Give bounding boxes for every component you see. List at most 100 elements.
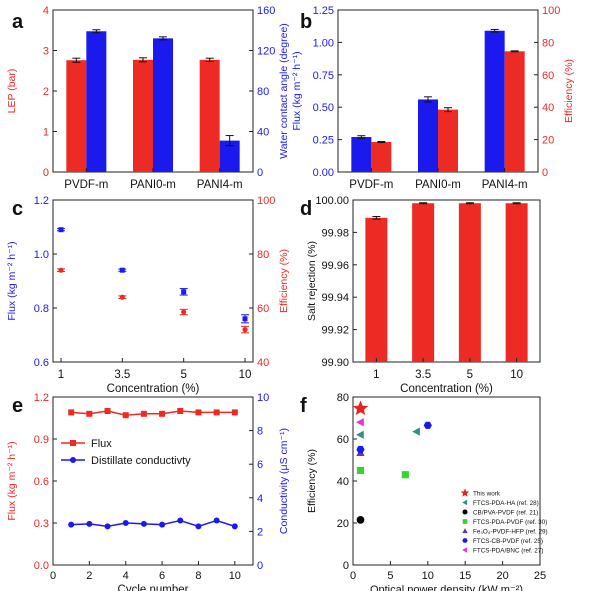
y-tick-label: 0.3 [34,518,49,530]
x-tick-label: PVDF-m [64,179,108,191]
data-point [356,418,364,427]
y2-tick-label: 6 [257,459,263,471]
legend-label: FTCS-PDA/BNC (ref. 27) [473,548,543,555]
y2-tick-label: 2 [257,526,263,538]
x-tick-label: 0 [350,570,356,582]
legend-label: This work [473,491,501,498]
x-tick-label: 1 [58,369,64,381]
data-point [195,409,202,416]
panel-letter: b [300,11,312,33]
data-point [86,410,93,417]
y-tick-label: 0.6 [34,476,49,488]
y2-tick-label: 160 [257,5,275,17]
bar [418,99,438,172]
y-tick-label: 99.98 [321,227,349,239]
y-tick-label: 80 [337,392,349,404]
y-tick-label: 0.9 [34,434,49,446]
y2-tick-label: 80 [542,37,554,49]
y-tick-label: 60 [337,434,349,446]
data-point [401,471,409,479]
series-line [71,410,235,416]
y-axis-label: Flux (kg m⁻² h⁻¹) [6,241,18,320]
data-point [86,520,93,527]
y-tick-label: 3 [43,46,49,58]
data-point [104,523,111,530]
x-tick-label: 10 [422,570,434,582]
series-line [71,519,236,528]
data-point [140,520,147,527]
bar [484,30,505,173]
y2-tick-label: 20 [542,135,554,147]
y2-tick-label: 0 [257,560,263,572]
y-axis-label: Salt rejection (%) [306,241,318,321]
y-tick-label: 99.92 [321,325,349,337]
y2-tick-label: 60 [542,70,554,82]
y-tick-label: 1.2 [34,195,49,207]
y-tick-label: 0.00 [313,167,334,179]
y2-tick-label: 40 [257,127,269,139]
panel-letter: c [12,198,23,220]
y2-tick-label: 0 [257,167,263,179]
data-point [231,523,238,530]
y-tick-label: 0.75 [313,70,334,82]
x-tick-label: PANI4-m [482,179,528,191]
data-point [462,509,468,515]
panel-letter: a [12,11,24,33]
y-tick-label: 1.2 [34,392,49,404]
y-tick-label: 20 [337,518,349,530]
x-axis-label: Concentration (%) [400,383,493,395]
bar [371,142,392,172]
y-tick-label: 0 [43,167,49,179]
y-tick-label: 1.25 [313,5,334,17]
bar [86,31,107,173]
data-point [181,289,187,295]
data-point [242,316,248,322]
x-tick-label: 15 [459,570,471,582]
plot-frame [52,199,254,363]
y2-tick-label: 80 [257,86,269,98]
y-axis-label: Flux (kg m⁻² h⁻¹) [291,51,303,130]
legend-label: FTCS-PDA-PVDF (ref. 30) [473,519,547,526]
y-tick-label: 1.00 [313,37,334,49]
y-tick-label: 0 [343,560,349,572]
data-point [356,445,365,454]
data-point [462,528,468,534]
bar [219,140,240,172]
y2-tick-label: 120 [257,46,275,58]
panel-letter: f [300,395,307,417]
data-point [68,521,75,528]
y2-tick-label: 80 [257,249,269,261]
bar [153,38,173,172]
y2-tick-label: 40 [257,357,269,369]
data-point [242,327,248,333]
data-point [159,410,166,417]
y2-tick-label: 100 [257,195,275,207]
y2-tick-label: 100 [542,5,560,17]
y-tick-label: 1 [43,127,49,139]
legend-label: FTCS-PDA-HA (ref. 28) [473,500,539,507]
bar [199,59,220,172]
x-tick-label: 0 [50,570,56,582]
y-tick-label: 99.90 [321,357,349,369]
data-point [462,547,468,553]
data-point [356,466,365,475]
data-point [177,408,184,414]
panel-letter: e [12,395,23,417]
data-point [462,519,468,524]
y-tick-label: 40 [337,476,349,488]
data-point [122,520,129,526]
data-point [412,427,420,436]
x-tick-label: 10 [510,369,523,381]
x-tick-label: 10 [239,369,252,381]
legend-label: CB/PVA-PVDF (ref. 21) [473,510,538,517]
x-axis-label: Cycle number [118,584,189,591]
x-axis-label: Concentration (%) [107,383,200,395]
y2-tick-label: 40 [542,102,554,114]
y-tick-label: 0.50 [313,102,334,114]
y-tick-label: 0.0 [34,560,49,572]
x-tick-label: 2 [86,570,92,582]
y-tick-label: 99.96 [321,260,349,272]
data-point [181,309,187,315]
legend-label: Flux [91,438,112,450]
data-point [159,521,166,528]
